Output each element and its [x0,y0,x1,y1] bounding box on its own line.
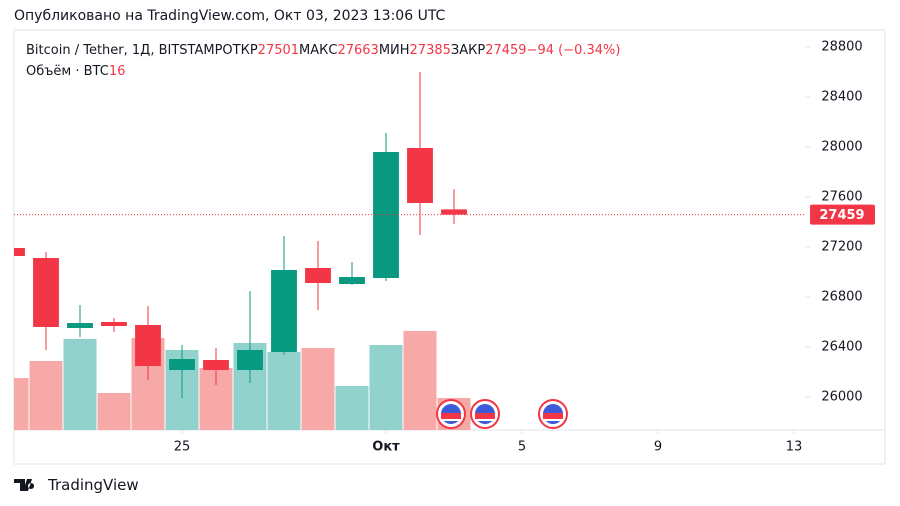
volume-legend: Объём · BTC16 [26,64,125,79]
ohlc-label: ОТКР [222,43,257,58]
symbol: Bitcoin / Tether, 1Д, BITSTAMP [26,43,223,58]
change: −94 (−0.34%) [527,43,621,58]
candle-body [305,268,331,283]
volume-bar [301,348,335,430]
last-price-tag [810,204,875,225]
logo-icon [14,479,35,491]
candle-body [237,350,263,370]
volume-bar [14,378,29,430]
ohlc-label: МАКС [299,43,337,58]
candle-body [339,277,365,284]
volume-bar [267,352,301,430]
plot [14,72,471,430]
last-price-label: 27459 [819,208,864,223]
volume-bar [403,331,437,430]
legend: Bitcoin / Tether, 1Д, BITSTAMPОТКР27501М… [26,43,620,79]
candle-body [14,248,25,256]
candle-body [67,323,93,328]
event-flags [436,399,568,429]
candle-body [101,322,127,326]
candle-body [33,258,59,327]
volume-value: 16 [109,64,126,79]
volume-label: Объём · BTC [26,64,109,79]
frame [13,29,886,465]
x-tick-label: 13 [786,440,803,455]
y-tick-label: 27200 [821,240,862,255]
candle-body [441,209,467,215]
candle-body [169,359,195,370]
candle-body [271,270,297,352]
volume-bar [97,393,131,430]
ohlc-label: МИН [379,43,410,58]
ohlc-value: 27459 [485,43,526,58]
ohlc-value: 27501 [258,43,299,58]
x-tick-label: 25 [174,440,191,455]
ohlc-label: ЗАКР [451,43,485,58]
ohlc-value: 27663 [337,43,378,58]
x-tick-label: 9 [654,440,662,455]
y-tick-label: 28400 [821,90,862,105]
y-tick-label: 28800 [821,40,862,55]
footer: TradingView [14,476,139,494]
volume-bar [335,386,369,430]
candle-body [407,148,433,203]
y-tick-label: 26800 [821,290,862,305]
x-tick-label: 5 [518,440,526,455]
published-note: Опубликовано на TradingView.com, Окт 03,… [14,8,446,24]
volume-bar [369,345,403,430]
y-tick-label: 28000 [821,140,862,155]
ohlc-value: 27385 [410,43,451,58]
y-tick-label: 26000 [821,390,862,405]
volume-bar [63,339,97,430]
volume-bar [29,361,63,430]
candle-body [203,360,229,370]
legend-title: Bitcoin / Tether, 1Д, BITSTAMPОТКР27501М… [26,43,620,58]
candle-body [135,325,161,366]
x-tick-label: Окт [372,440,400,455]
chart: Bitcoin / Tether, 1Д, BITSTAMPОТКР27501М… [13,29,886,465]
y-tick-label: 27600 [821,190,862,205]
y-tick-label: 26400 [821,340,862,355]
logo-text: TradingView [48,476,139,494]
